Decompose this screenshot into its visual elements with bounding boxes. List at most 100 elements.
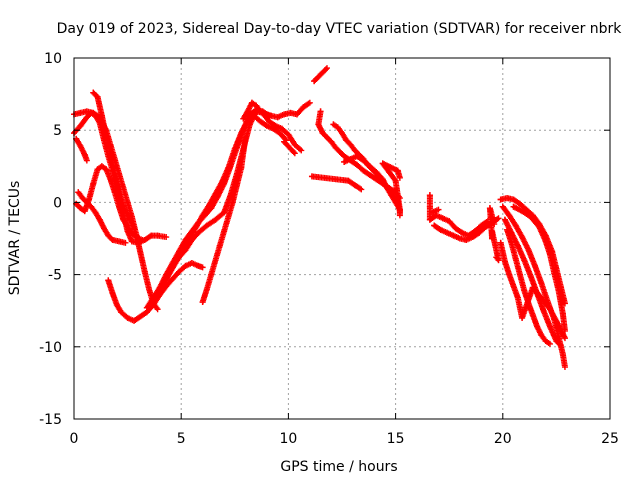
- data-point: [122, 239, 129, 246]
- data-point: [212, 216, 219, 223]
- data-point: [94, 166, 101, 173]
- data-point: [392, 177, 399, 184]
- data-point: [107, 176, 114, 183]
- data-point: [306, 99, 313, 106]
- data-point: [109, 236, 116, 243]
- data-point: [555, 287, 562, 294]
- data-point: [351, 182, 358, 189]
- data-point: [504, 195, 511, 202]
- data-point: [163, 234, 170, 241]
- data-point: [444, 229, 451, 236]
- data-point: [128, 238, 135, 245]
- data-point: [386, 187, 393, 194]
- data-point: [510, 203, 517, 210]
- x-tick-label: 10: [279, 431, 297, 447]
- data-point: [143, 304, 150, 311]
- data-point: [94, 93, 101, 100]
- data-point: [111, 170, 118, 177]
- data-point: [339, 130, 345, 137]
- x-tick-label: 5: [177, 431, 186, 447]
- data-point: [347, 141, 354, 148]
- data-point: [559, 310, 566, 317]
- series-track-e: [75, 189, 129, 246]
- data-point: [504, 226, 511, 233]
- data-point: [261, 112, 268, 119]
- data-point: [538, 280, 545, 287]
- data-point: [116, 203, 123, 210]
- data-point: [81, 208, 88, 215]
- y-tick-label: 0: [53, 195, 62, 211]
- data-point: [534, 323, 541, 330]
- data-point: [141, 268, 148, 275]
- data-point: [83, 114, 90, 121]
- data-point: [347, 156, 354, 163]
- tick-labels: 0 5 10 15 20 25 -15 -10 -5 0 5 10: [39, 51, 619, 447]
- data-point: [510, 196, 517, 203]
- data-point: [79, 195, 86, 202]
- data-point: [489, 235, 496, 242]
- data-point: [356, 151, 363, 158]
- data-point: [323, 65, 330, 72]
- data-point: [336, 148, 343, 155]
- data-point: [276, 130, 283, 137]
- data-point: [242, 134, 249, 141]
- data-point: [525, 247, 532, 254]
- data-point: [148, 232, 155, 239]
- data-point: [188, 236, 195, 243]
- data-point: [257, 118, 264, 125]
- data-point: [546, 340, 553, 347]
- axis-ticks: [73, 57, 611, 420]
- series-track-o: [281, 138, 365, 193]
- data-point: [358, 186, 365, 193]
- data-point: [154, 306, 161, 313]
- data-point: [238, 164, 245, 171]
- data-point: [561, 327, 568, 334]
- data-point: [285, 131, 292, 138]
- data-point: [366, 171, 373, 178]
- data-point: [486, 205, 493, 212]
- data-point: [233, 182, 240, 189]
- data-point: [351, 147, 358, 154]
- data-point: [274, 114, 281, 121]
- data-point: [357, 185, 364, 192]
- series-track-j: [199, 134, 249, 306]
- data-point: [431, 222, 438, 229]
- data-point: [514, 242, 521, 249]
- series-track-x: [510, 203, 568, 334]
- data-point: [266, 118, 273, 125]
- data-point: [519, 234, 526, 241]
- data-point: [536, 223, 543, 230]
- data-point: [195, 262, 202, 269]
- series-track-r: [486, 205, 502, 264]
- data-point: [212, 257, 219, 264]
- data-point: [231, 145, 238, 152]
- data-point: [135, 239, 142, 246]
- data-point: [290, 149, 297, 156]
- data-point: [394, 199, 401, 206]
- data-point: [459, 229, 466, 236]
- x-tick-label: 25: [601, 431, 619, 447]
- data-point: [218, 179, 225, 186]
- data-point: [77, 205, 84, 212]
- data-point: [506, 212, 513, 219]
- data-point: [77, 143, 84, 150]
- data-point: [542, 238, 549, 245]
- data-point: [538, 332, 545, 339]
- chart-title: Day 019 of 2023, Sidereal Day-to-day VTE…: [57, 21, 623, 37]
- data-point: [311, 78, 318, 85]
- data-point: [98, 163, 105, 170]
- data-point: [491, 221, 498, 228]
- data-point: [81, 151, 88, 158]
- data-point: [446, 218, 453, 225]
- data-point: [107, 150, 114, 157]
- data-point: [103, 166, 110, 173]
- data-point: [377, 176, 384, 183]
- data-point: [308, 173, 315, 180]
- data-point: [426, 216, 433, 223]
- data-point: [244, 108, 251, 115]
- data-point: [120, 216, 127, 223]
- data-point: [516, 271, 523, 278]
- data-point: [131, 317, 138, 324]
- data-point: [540, 307, 547, 314]
